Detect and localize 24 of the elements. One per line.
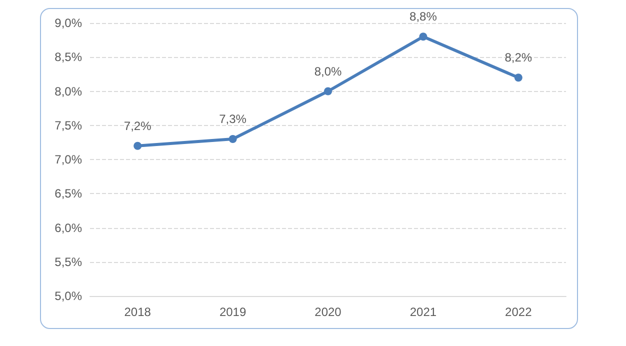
x-tick-label: 2021: [410, 305, 437, 319]
x-tick-label: 2018: [124, 305, 152, 319]
y-tick-label: 8,0%: [54, 84, 82, 98]
x-tick-label: 2019: [219, 305, 246, 319]
y-tick-label: 5,0%: [54, 289, 82, 303]
y-tick-label: 7,0%: [54, 152, 82, 166]
text: 8,8%: [410, 10, 437, 24]
y-tick-label: 6,5%: [54, 186, 82, 201]
y-tick-label: 9,0%: [54, 16, 82, 30]
x-tick-label: 2022: [505, 305, 532, 319]
point: [514, 74, 522, 82]
text: 8,2%: [504, 50, 532, 65]
y-tick-label: 6,0%: [54, 220, 82, 235]
text: 8,0%: [314, 64, 342, 78]
y-tick-label: 8,5%: [54, 50, 82, 64]
point: [419, 32, 428, 41]
text: 7,2%: [124, 118, 152, 133]
y-tick-label: 5,5%: [54, 254, 82, 269]
point: [228, 135, 237, 144]
point: [324, 87, 332, 96]
text: 7,3%: [219, 112, 246, 126]
x-tick-label: 2020: [314, 305, 342, 319]
y-tick-label: 7,5%: [54, 118, 82, 132]
point: [134, 142, 142, 150]
